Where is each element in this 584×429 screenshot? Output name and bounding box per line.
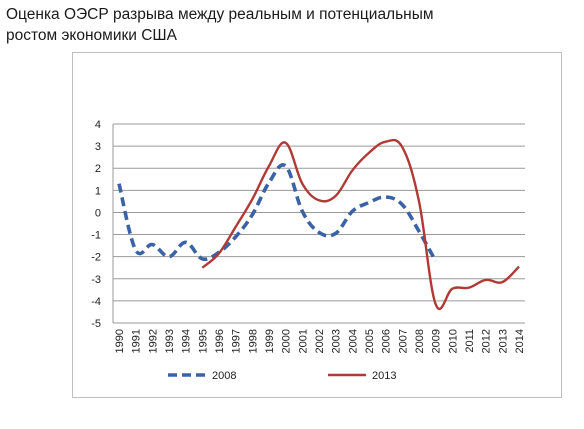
x-tick-label: 1998 — [247, 329, 259, 353]
x-tick-label: 1996 — [214, 329, 226, 353]
series-line-2013 — [201, 138, 520, 311]
series-lines — [117, 138, 520, 311]
x-tick-label: 1997 — [231, 329, 243, 353]
x-tick-label: 2010 — [447, 329, 459, 353]
legend: 2008 2013 — [168, 370, 396, 382]
x-axis-ticks: 1990 1991 1992 1993 1994 1995 1996 1997 1998 1999… — [114, 329, 526, 353]
chart-title: Оценка ОЭСР разрыва между реальным и пот… — [6, 4, 566, 46]
x-tick-label: 1991 — [131, 329, 143, 353]
y-axis-ticks: 4 3 2 1 0 -1 -2 -3 -4 -5 — [91, 119, 101, 330]
legend-label-2008: 2008 — [212, 370, 236, 382]
x-tick-label: 2006 — [381, 329, 393, 353]
y-tick-label: 4 — [95, 119, 101, 131]
y-tick-label: -3 — [91, 274, 101, 286]
x-tick-label: 2009 — [431, 329, 443, 353]
x-tick-label: 2001 — [297, 329, 309, 353]
x-tick-label: 2005 — [364, 329, 376, 353]
x-tick-label: 2014 — [514, 329, 526, 353]
y-tick-label: -4 — [91, 296, 101, 308]
x-tick-label: 2007 — [397, 329, 409, 353]
x-tick-label: 2002 — [314, 329, 326, 353]
x-tick-label: 1994 — [181, 329, 193, 353]
x-tick-label: 2000 — [281, 329, 293, 353]
x-tick-label: 2004 — [347, 329, 359, 353]
x-tick-label: 1999 — [264, 329, 276, 353]
x-tick-label: 1990 — [114, 329, 126, 353]
x-tick-label: 1995 — [197, 329, 209, 353]
chart-title-line-1: Оценка ОЭСР разрыва между реальным и пот… — [6, 6, 434, 23]
y-tick-label: -1 — [91, 230, 101, 242]
x-tick-label: 1992 — [147, 329, 159, 353]
y-tick-label: -5 — [91, 318, 101, 330]
gridlines — [112, 123, 525, 324]
chart-title-line-2: ростом экономики США — [6, 27, 177, 44]
x-tick-label: 2012 — [481, 329, 493, 353]
y-tick-label: 3 — [95, 141, 101, 153]
legend-label-2013: 2013 — [372, 370, 396, 382]
x-tick-label: 2003 — [331, 329, 343, 353]
chart-frame — [72, 52, 562, 398]
y-tick-label: 1 — [95, 185, 101, 197]
y-tick-label: -2 — [91, 252, 101, 264]
x-tick-label: 1993 — [164, 329, 176, 353]
series-line-2008 — [117, 163, 438, 262]
x-tick-label: 2013 — [497, 329, 509, 353]
x-tick-label: 2011 — [464, 329, 476, 353]
y-tick-label: 0 — [95, 207, 101, 219]
x-tick-label: 2008 — [414, 329, 426, 353]
y-tick-label: 2 — [95, 163, 101, 175]
